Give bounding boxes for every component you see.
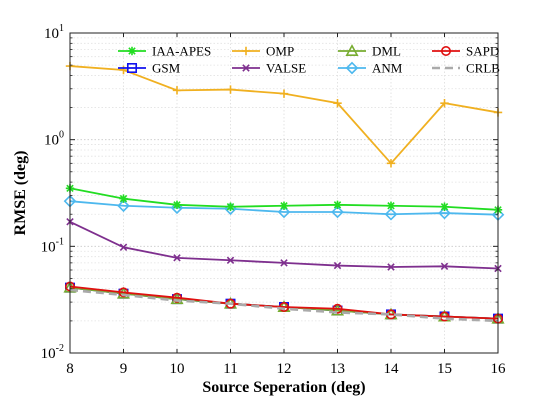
legend-marker xyxy=(127,46,137,56)
data-point-valse xyxy=(440,262,449,271)
data-point-sapd xyxy=(172,292,183,303)
legend-marker xyxy=(127,62,138,73)
data-point-omp xyxy=(226,85,235,94)
legend-marker xyxy=(440,45,451,56)
y-tick-label: 101 xyxy=(44,23,64,42)
data-point-omp xyxy=(440,98,449,108)
data-point-valse xyxy=(119,243,128,251)
x-tick-label: 9 xyxy=(120,361,128,377)
legend-label: IAA-APES xyxy=(152,44,211,59)
x-tick-label: 12 xyxy=(277,361,292,377)
y-axis-label: RMSE (deg) xyxy=(12,151,29,236)
series-line-sapd xyxy=(69,285,499,320)
data-point-iaa-apes xyxy=(119,194,128,203)
legend-marker xyxy=(242,64,250,72)
y-tick-label: 10-1 xyxy=(41,236,64,255)
legend-entry-gsm: GSM xyxy=(118,61,181,76)
legend-entry-dml: DML xyxy=(338,44,401,59)
data-point-iaa-apes xyxy=(172,200,182,210)
data-point-valse xyxy=(333,261,342,270)
legend-label: VALSE xyxy=(266,61,306,76)
data-point-anm xyxy=(331,205,344,219)
data-point-sapd xyxy=(439,311,450,322)
x-tick-label: 11 xyxy=(223,361,237,377)
x-tick-label: 13 xyxy=(330,361,345,377)
data-point-omp xyxy=(172,86,182,95)
legend-label: DML xyxy=(372,44,401,59)
data-point-sapd xyxy=(118,287,129,298)
data-point-omp xyxy=(333,98,342,108)
series-valse xyxy=(66,218,502,273)
y-tick-label: 10-2 xyxy=(41,343,64,362)
legend-entry-anm: ANM xyxy=(338,61,403,76)
data-point-iaa-apes xyxy=(226,202,235,211)
data-point-iaa-apes xyxy=(386,201,396,210)
series-line-crlb xyxy=(69,288,499,323)
data-point-anm xyxy=(277,205,291,219)
data-point-iaa-apes xyxy=(333,200,342,210)
data-point-iaa-apes xyxy=(440,202,449,211)
legend-label: GSM xyxy=(152,61,181,76)
x-tick-label: 14 xyxy=(384,361,400,377)
data-point-valse xyxy=(387,263,395,271)
data-point-sapd xyxy=(332,303,343,314)
legend-marker xyxy=(345,61,359,75)
series-omp xyxy=(65,61,503,168)
data-point-valse xyxy=(226,256,235,264)
x-axis-label: Source Seperation (deg) xyxy=(202,379,365,396)
legend-label: ANM xyxy=(372,61,403,76)
legend-label: CRLB xyxy=(466,61,500,76)
data-point-omp xyxy=(386,159,396,168)
data-point-iaa-apes xyxy=(279,201,289,210)
legend-entry-sapd: SAPD xyxy=(432,44,499,59)
data-point-anm xyxy=(117,199,130,213)
tick-layer: 8 9 10 11 12 13 14 15 16 101 100 10-1 10-2 xyxy=(41,23,506,377)
legend-label: OMP xyxy=(266,44,294,59)
data-point-dml xyxy=(330,303,345,316)
legend-entry-crlb: CRLB xyxy=(432,61,500,76)
x-tick-label: 8 xyxy=(66,361,74,377)
series-line-anm xyxy=(69,200,499,216)
data-point-anm xyxy=(384,207,398,221)
data-point-anm xyxy=(170,201,184,215)
legend-entry-omp: OMP xyxy=(232,44,294,59)
legend-label: SAPD xyxy=(466,44,499,59)
x-tick-label: 10 xyxy=(170,361,185,377)
data-point-sapd xyxy=(278,301,289,312)
x-tick-label: 15 xyxy=(437,361,452,377)
legend-entry-valse: VALSE xyxy=(232,61,306,76)
data-point-omp xyxy=(279,89,289,98)
data-point-valse xyxy=(173,254,181,262)
data-point-valse xyxy=(280,259,288,267)
legend-marker xyxy=(241,46,251,56)
legend-entry-iaa-apes: IAA-APES xyxy=(118,44,211,59)
data-point-anm xyxy=(438,206,451,220)
y-tick-label: 100 xyxy=(44,130,64,149)
legend: IAA-APES OMP DML SAPD GSM VALSE ANM CRLB xyxy=(118,44,500,76)
x-tick-label: 16 xyxy=(491,361,507,377)
series-crlb xyxy=(69,288,499,323)
legend-marker xyxy=(345,44,359,57)
